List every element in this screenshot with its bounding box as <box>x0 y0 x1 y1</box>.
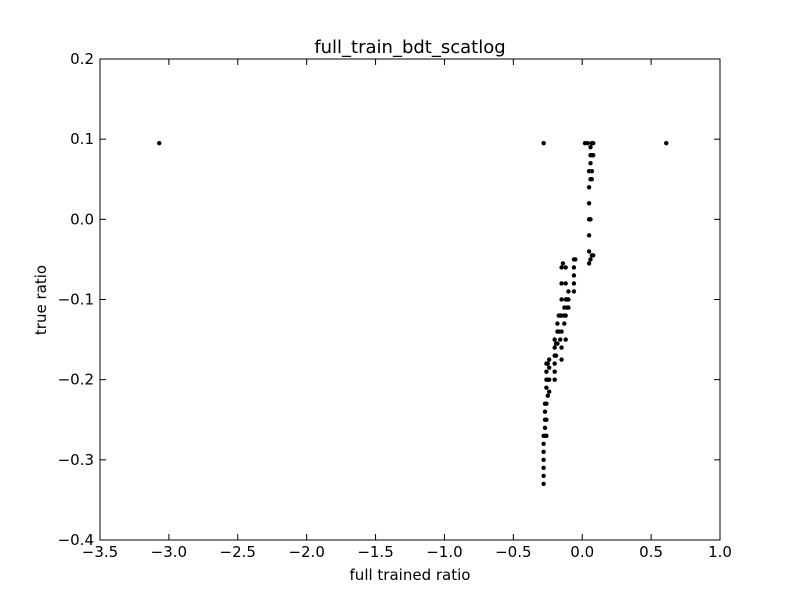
data-point <box>586 185 592 190</box>
data-point <box>586 261 592 266</box>
x-tick-label: −2.0 <box>288 543 324 561</box>
data-point <box>563 337 568 342</box>
data-point <box>545 361 550 366</box>
x-tick-label: 0.5 <box>639 543 663 561</box>
data-point <box>586 249 592 254</box>
data-point <box>541 140 546 146</box>
data-point <box>589 177 595 182</box>
data-point <box>664 140 669 146</box>
y-axis-label: true ratio <box>32 265 50 335</box>
data-point <box>588 257 593 262</box>
data-point <box>588 144 593 150</box>
data-point <box>563 265 568 270</box>
x-tick-label: −2.5 <box>220 543 256 561</box>
data-point <box>544 385 549 390</box>
data-point <box>563 313 568 318</box>
chart-title: full_train_bdt_scatlog <box>314 37 505 58</box>
x-tick-label: −3.5 <box>82 543 118 561</box>
data-point <box>541 481 546 487</box>
data-point <box>541 465 546 471</box>
data-point <box>555 321 560 326</box>
x-tick-label: 0.0 <box>570 543 594 561</box>
data-point <box>589 169 595 174</box>
data-point <box>591 153 596 158</box>
data-point <box>545 393 550 398</box>
data-point <box>544 401 549 406</box>
data-point <box>559 357 564 362</box>
data-point <box>555 341 560 346</box>
data-point <box>571 265 577 270</box>
data-point <box>542 425 548 430</box>
data-point <box>542 409 548 414</box>
data-point <box>157 140 162 146</box>
data-point <box>571 289 577 294</box>
data-point <box>541 441 546 446</box>
data-point <box>571 273 577 278</box>
data-point <box>559 297 564 302</box>
data-point <box>544 417 549 422</box>
data-point <box>586 201 592 206</box>
y-tick-label: −0.4 <box>58 531 94 549</box>
y-tick-label: −0.3 <box>58 451 94 469</box>
data-point <box>552 377 557 382</box>
data-point <box>559 281 564 286</box>
data-point <box>559 265 564 270</box>
ticks-layer: −3.5 −3.0 −2.5 −2.0 −1.5 −1.0 −0.5 0.0 0.5 1.0 −0.… <box>58 50 732 561</box>
data-point <box>544 369 549 374</box>
data-point <box>541 449 546 455</box>
x-axis-label: full trained ratio <box>350 566 471 584</box>
data-point <box>588 217 593 222</box>
data-point <box>585 140 590 146</box>
data-point <box>546 389 552 394</box>
data-point <box>541 473 546 479</box>
x-tick-label: −1.5 <box>357 543 393 561</box>
data-point <box>588 161 593 166</box>
data-point <box>552 361 557 366</box>
data-point <box>591 253 596 258</box>
x-tick-label: −0.5 <box>495 543 531 561</box>
data-point <box>544 433 549 438</box>
data-point <box>563 281 568 286</box>
data-point <box>559 345 564 350</box>
data-point <box>571 281 577 286</box>
data-point <box>552 337 557 342</box>
x-tick-label: −1.0 <box>426 543 462 561</box>
data-point <box>566 305 571 310</box>
data-point <box>562 321 567 326</box>
data-point <box>573 257 578 262</box>
data-point <box>546 357 552 362</box>
x-tick-label: 1.0 <box>708 543 732 561</box>
data-point <box>541 457 546 463</box>
data-point <box>553 353 559 358</box>
data-point <box>559 329 564 334</box>
points-layer <box>157 140 669 487</box>
data-point <box>566 297 571 302</box>
y-tick-label: −0.2 <box>58 371 94 389</box>
y-tick-label: 0.0 <box>70 210 94 228</box>
data-point <box>591 140 596 146</box>
y-tick-label: −0.1 <box>58 291 94 309</box>
y-tick-label: 0.1 <box>70 130 94 148</box>
y-tick-label: 0.2 <box>70 50 94 68</box>
data-point <box>586 233 592 238</box>
data-point <box>557 337 563 342</box>
x-tick-label: −3.0 <box>151 543 187 561</box>
data-point <box>552 345 557 350</box>
data-point <box>566 289 571 294</box>
data-point <box>552 369 557 374</box>
data-point <box>546 365 552 370</box>
data-point <box>546 377 552 382</box>
data-point <box>560 261 566 266</box>
